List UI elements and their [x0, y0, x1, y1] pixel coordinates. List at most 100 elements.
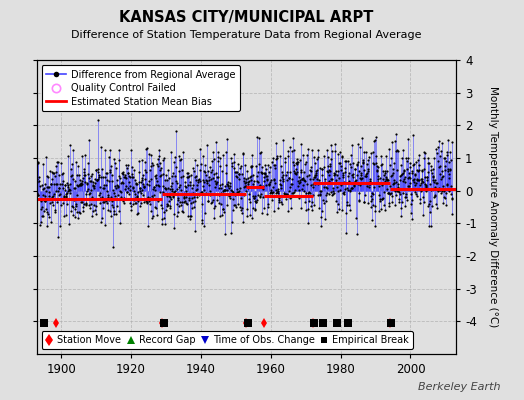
Point: [122, 183, 130, 189]
Point: [134, 198, 142, 204]
Point: [68, 203, 76, 209]
Point: [385, 190, 394, 196]
Point: [211, 184, 219, 190]
Point: [110, 156, 118, 162]
Point: [357, 172, 366, 178]
Point: [132, 180, 140, 187]
Point: [399, 178, 408, 184]
Point: [343, 185, 351, 192]
Point: [428, 186, 436, 192]
Point: [105, 178, 113, 184]
Point: [283, 169, 291, 176]
Point: [127, 164, 136, 170]
Point: [139, 180, 147, 187]
Point: [397, 171, 405, 178]
Point: [372, 160, 380, 166]
Point: [85, 205, 94, 212]
Point: [217, 212, 226, 218]
Point: [48, 176, 56, 182]
Point: [389, 181, 397, 187]
Point: [271, 162, 279, 168]
Point: [82, 200, 90, 206]
Point: [245, 191, 253, 198]
Point: [308, 192, 316, 198]
Point: [415, 167, 423, 173]
Point: [338, 152, 346, 159]
Point: [435, 185, 443, 191]
Point: [70, 185, 78, 191]
Point: [161, 186, 170, 192]
Point: [296, 179, 304, 186]
Point: [191, 197, 200, 204]
Point: [121, 172, 129, 178]
Point: [399, 167, 408, 174]
Point: [37, 198, 45, 204]
Point: [442, 149, 451, 155]
Point: [370, 223, 379, 229]
Point: [410, 179, 418, 185]
Point: [295, 187, 303, 194]
Point: [374, 179, 383, 186]
Point: [308, 199, 316, 205]
Point: [141, 158, 149, 165]
Point: [302, 173, 311, 180]
Point: [253, 172, 261, 179]
Point: [410, 182, 419, 188]
Point: [152, 212, 161, 218]
Point: [219, 188, 227, 195]
Point: [37, 218, 45, 225]
Point: [287, 148, 296, 154]
Point: [422, 174, 431, 180]
Point: [361, 192, 369, 198]
Point: [385, 146, 393, 152]
Point: [373, 164, 381, 171]
Point: [201, 177, 210, 183]
Point: [317, 188, 325, 194]
Point: [281, 191, 290, 197]
Point: [140, 184, 149, 190]
Point: [400, 176, 408, 182]
Point: [334, 188, 342, 194]
Point: [234, 201, 243, 208]
Point: [187, 172, 195, 178]
Point: [193, 182, 201, 188]
Point: [321, 216, 330, 222]
Point: [249, 172, 258, 178]
Point: [268, 197, 277, 203]
Point: [386, 155, 395, 162]
Point: [279, 192, 288, 198]
Point: [127, 203, 135, 209]
Point: [70, 196, 79, 202]
Point: [83, 181, 92, 188]
Point: [408, 168, 416, 174]
Point: [301, 192, 310, 199]
Point: [440, 188, 449, 194]
Point: [348, 172, 357, 178]
Point: [286, 195, 294, 201]
Point: [314, 180, 323, 187]
Point: [291, 170, 299, 176]
Point: [361, 180, 369, 186]
Point: [423, 174, 431, 180]
Point: [40, 185, 48, 192]
Point: [375, 183, 383, 189]
Point: [274, 190, 282, 196]
Point: [86, 190, 94, 196]
Point: [58, 196, 67, 203]
Point: [154, 198, 162, 204]
Point: [77, 182, 85, 188]
Point: [225, 183, 234, 189]
Point: [180, 192, 188, 198]
Point: [420, 155, 429, 161]
Point: [401, 193, 410, 200]
Point: [336, 182, 345, 188]
Point: [243, 212, 251, 219]
Point: [169, 188, 178, 195]
Point: [174, 203, 183, 209]
Point: [307, 203, 315, 209]
Point: [392, 192, 400, 198]
Point: [38, 213, 47, 219]
Point: [80, 172, 88, 178]
Point: [197, 190, 205, 196]
Point: [443, 166, 452, 172]
